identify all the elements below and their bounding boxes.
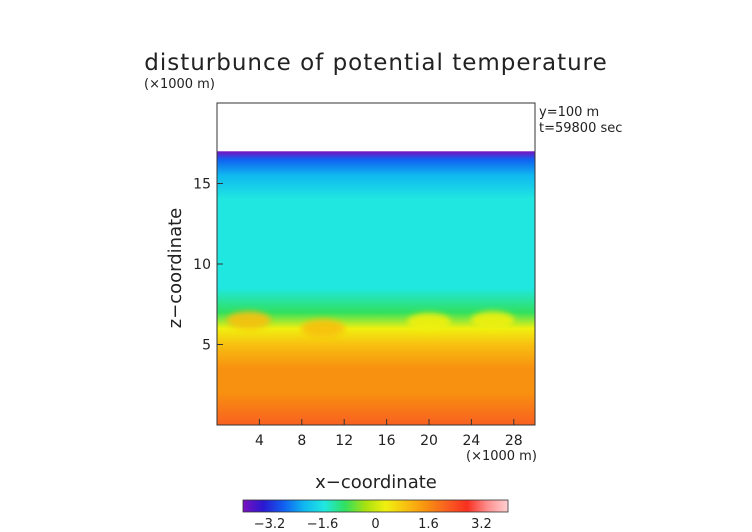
heatmap-feature-1 bbox=[301, 319, 345, 338]
colorbar-tick-label: −1.6 bbox=[307, 517, 339, 532]
colorbar-tick-label: 1.6 bbox=[418, 517, 439, 532]
y-axis-ticks: 5 10 15 bbox=[193, 177, 223, 354]
chart-title: disturbunce of potential temperature bbox=[144, 50, 608, 76]
x-axis-ticks: 4 8 12 16 20 24 28 bbox=[255, 419, 523, 449]
x-tick-label: 20 bbox=[420, 433, 438, 449]
x-axis-label: x−coordinate bbox=[315, 472, 437, 493]
y-axis-unit: (×1000 m) bbox=[144, 77, 215, 92]
x-tick-label: 12 bbox=[335, 433, 353, 449]
y-tick-label: 15 bbox=[193, 177, 211, 193]
y-axis-label: z−coordinate bbox=[165, 208, 186, 329]
colorbar-gradient bbox=[242, 499, 509, 513]
colorbar-tick-label: 3.2 bbox=[471, 517, 492, 532]
colorbar-tick-label: −3.2 bbox=[254, 517, 286, 532]
x-tick-label: 8 bbox=[297, 433, 306, 449]
heatmap-feature-2 bbox=[407, 312, 451, 331]
heatmap-background bbox=[217, 151, 535, 426]
x-tick-label: 28 bbox=[505, 433, 523, 449]
x-axis-unit: (×1000 m) bbox=[466, 449, 537, 464]
annotation-y: y=100 m bbox=[539, 105, 599, 120]
x-tick-label: 4 bbox=[255, 433, 264, 449]
colorbar: −3.2 −1.6 0 1.6 3.2 bbox=[242, 499, 509, 532]
x-tick-label: 16 bbox=[378, 433, 396, 449]
heatmap-feature-0 bbox=[226, 311, 271, 330]
heatmap-feature-3 bbox=[470, 311, 515, 330]
colorbar-tick-label: 0 bbox=[371, 517, 379, 532]
annotation-t: t=59800 sec bbox=[539, 121, 622, 136]
y-tick-label: 10 bbox=[193, 257, 211, 273]
x-tick-label: 24 bbox=[462, 433, 480, 449]
y-tick-label: 5 bbox=[202, 338, 211, 354]
heatmap-field bbox=[217, 151, 535, 426]
